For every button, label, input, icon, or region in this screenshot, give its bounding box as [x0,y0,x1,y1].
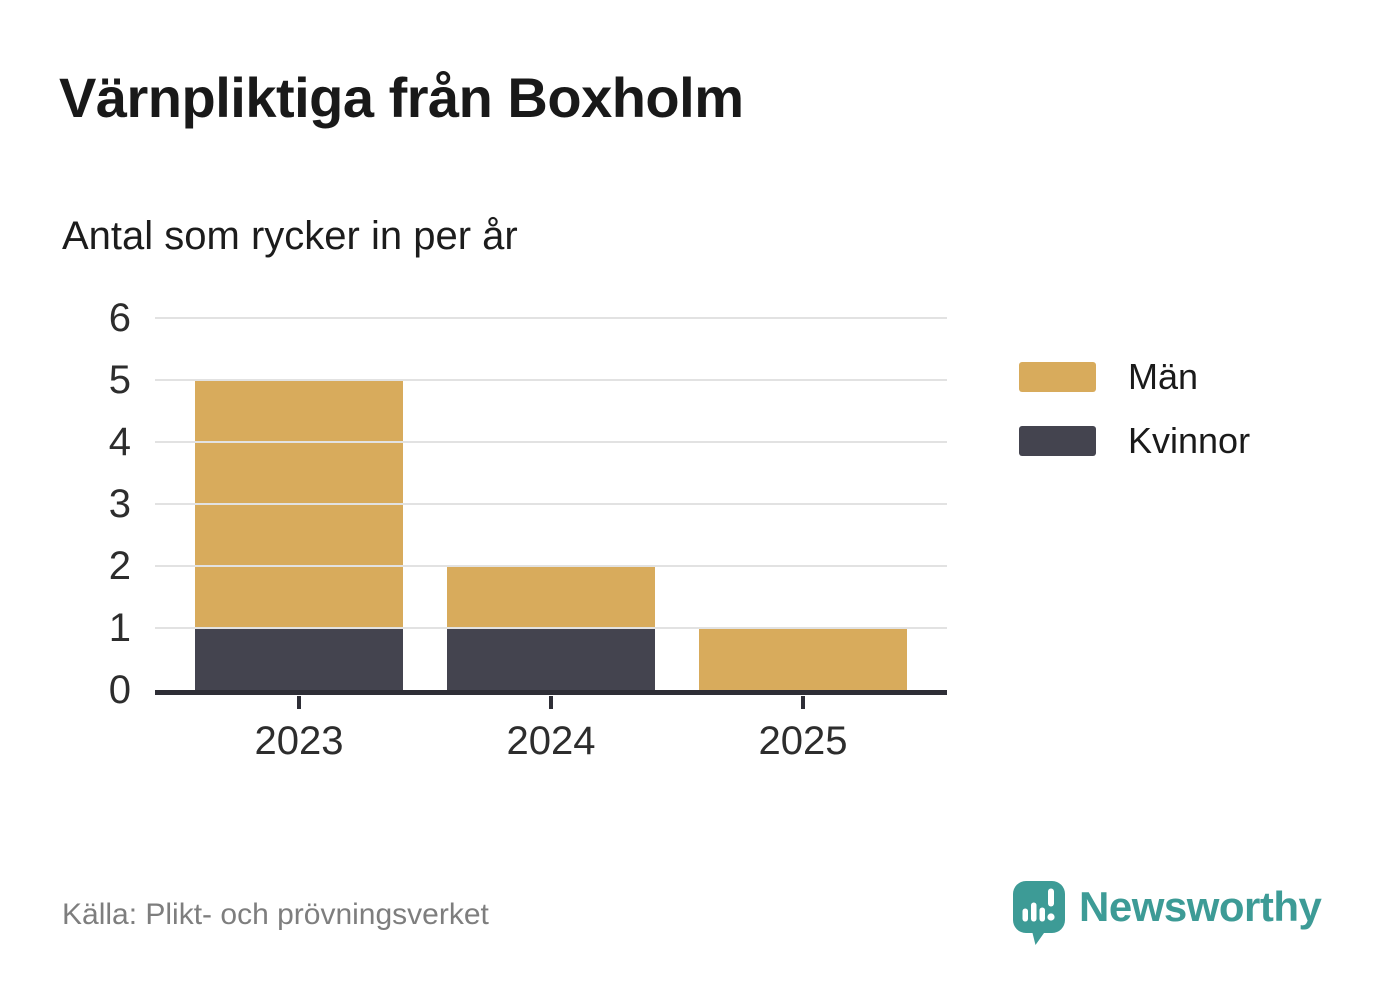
x-tick-2025 [801,696,805,709]
gridline-1 [155,627,947,629]
gridline-5 [155,379,947,381]
source-note: Källa: Plikt- och prövningsverket [62,898,489,931]
legend-swatch-män [1019,362,1096,392]
page-title: Värnpliktiga från Boxholm [59,66,744,129]
gridline-3 [155,503,947,505]
gridline-6 [155,317,947,319]
x-tick-label-2025: 2025 [758,719,848,763]
legend-label-män: Män [1128,356,1199,397]
x-tick-2024 [549,696,553,709]
legend-swatch-kvinnor [1019,426,1096,456]
gridline-4 [155,441,947,443]
bar-segment-män-2025 [699,628,907,690]
legend-label-kvinnor: Kvinnor [1128,420,1251,461]
x-axis-labels: 2023 2024 2025 [155,719,947,764]
x-tick-label-2023: 2023 [254,719,344,763]
legend: Män Kvinnor [1019,359,1250,487]
chart-subtitle: Antal som rycker in per år [62,214,518,258]
newsworthy-logo: Newsworthy [1013,881,1322,945]
x-tick-2023 [297,696,301,709]
newsworthy-bubble-icon [1013,881,1065,945]
legend-item-kvinnor: Kvinnor [1019,423,1250,459]
bar-segment-män-2024 [447,566,655,628]
bar-segment-kvinnor-2024 [447,628,655,690]
bar-segment-kvinnor-2023 [195,628,403,690]
legend-item-män: Män [1019,359,1250,395]
bar-2024 [447,318,655,709]
bar-2025 [699,318,907,709]
x-tick-label-2024: 2024 [506,719,596,763]
gridline-2 [155,565,947,567]
brand-name: Newsworthy [1079,883,1322,930]
